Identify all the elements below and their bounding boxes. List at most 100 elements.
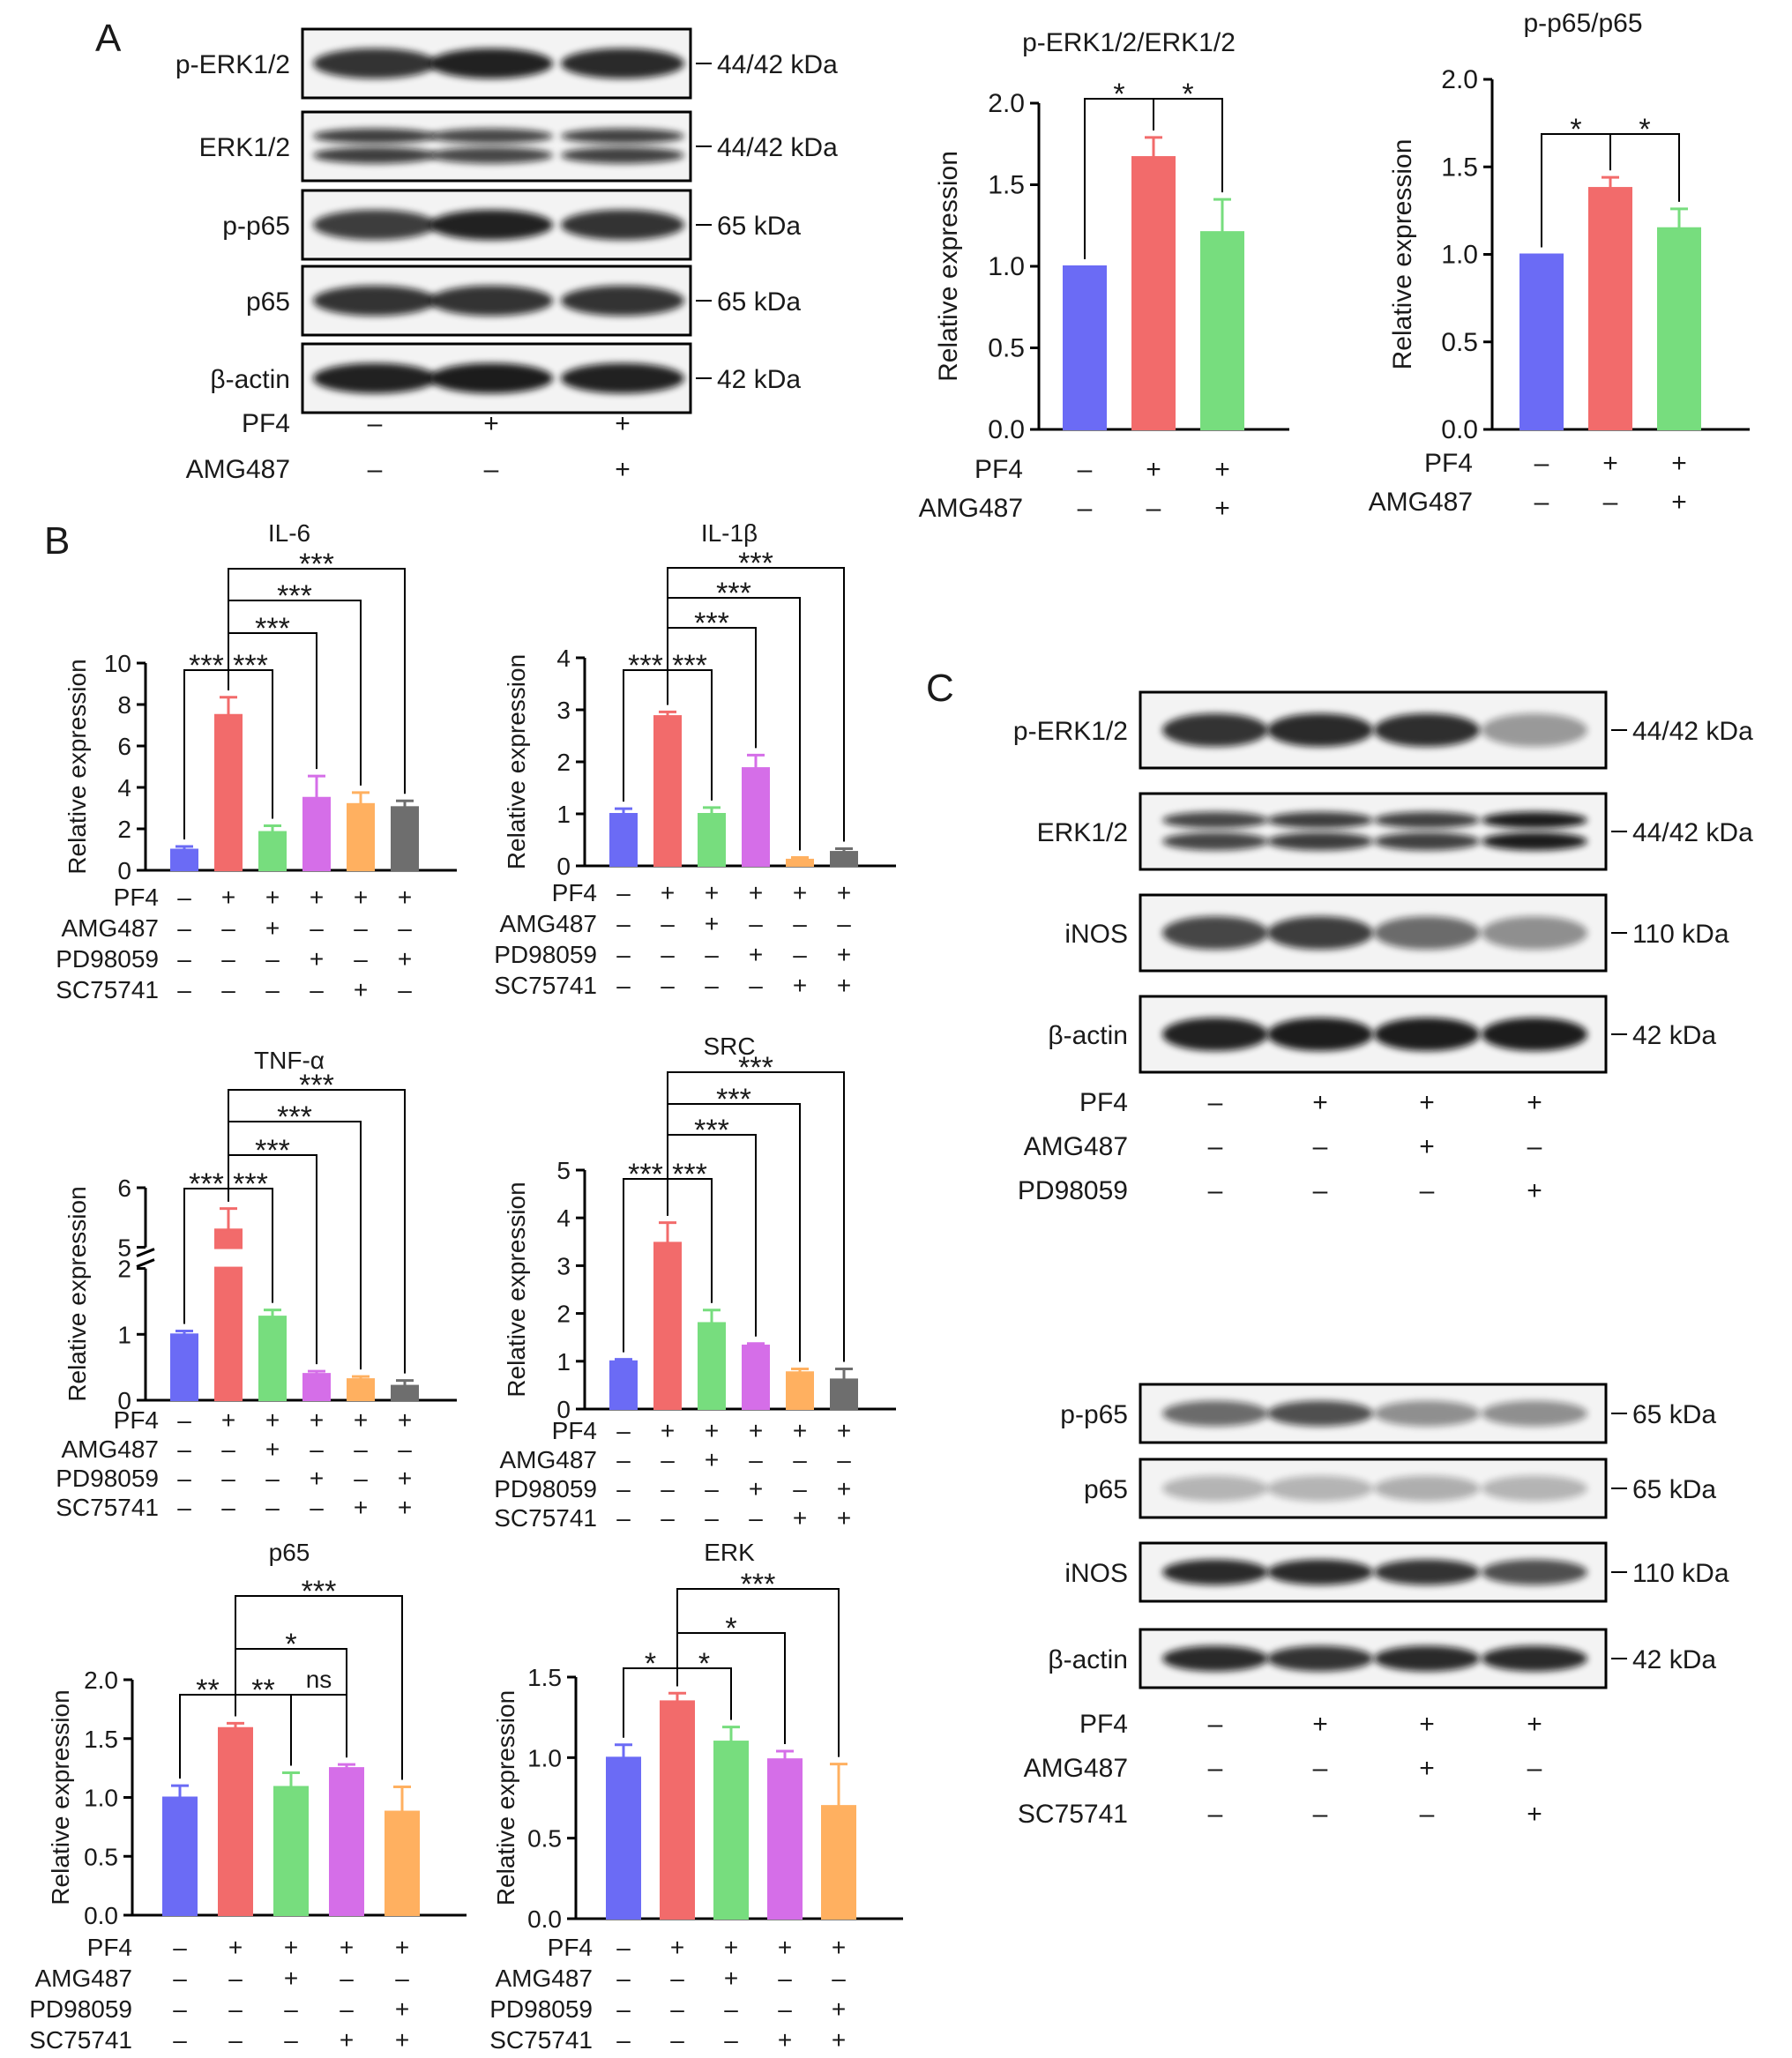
- condition-label: PF4: [552, 1417, 597, 1444]
- significance-label: *: [698, 1647, 710, 1681]
- condition-mark: –: [368, 409, 383, 438]
- condition-mark: –: [616, 1995, 631, 2023]
- condition-mark: +: [1312, 1710, 1328, 1739]
- condition-mark: +: [749, 1475, 763, 1502]
- bar: [821, 1805, 856, 1920]
- significance-label: ***: [299, 1069, 334, 1102]
- blot-band: [561, 285, 684, 317]
- blot-band: [561, 362, 684, 394]
- significance-bracket: [1609, 133, 1680, 202]
- condition-mark: –: [177, 884, 191, 911]
- bar: [170, 1333, 198, 1402]
- condition-mark: –: [661, 941, 675, 968]
- condition-mark: –: [616, 1934, 631, 1961]
- condition-mark: +: [395, 1934, 409, 1961]
- condition-label: AMG487: [186, 455, 290, 484]
- condition-mark: +: [340, 2026, 354, 2054]
- condition-mark: –: [616, 972, 631, 999]
- condition-mark: –: [177, 1494, 191, 1521]
- condition-mark: +: [1419, 1132, 1435, 1161]
- y-axis-label: Relative expression: [47, 1689, 74, 1905]
- condition-mark: +: [398, 945, 412, 973]
- condition-mark: +: [1146, 455, 1161, 484]
- bar: [347, 802, 375, 871]
- significance-label: ***: [277, 579, 312, 613]
- condition-mark: +: [398, 1406, 412, 1434]
- condition-mark: –: [724, 1995, 738, 2023]
- condition-mark: –: [354, 1465, 368, 1492]
- y-tick-label: 0.0: [527, 1905, 562, 1933]
- condition-label: PF4: [242, 409, 290, 438]
- condition-mark: +: [1527, 1800, 1542, 1829]
- blot-row-label: p-p65: [1060, 1400, 1128, 1429]
- bar: [698, 813, 726, 867]
- condition-mark: +: [1671, 488, 1687, 517]
- condition-mark: +: [778, 1934, 792, 1961]
- panel-letter-c: C: [926, 667, 954, 710]
- condition-mark: +: [837, 879, 851, 906]
- significance-bracket: [228, 568, 406, 794]
- significance-bracket: [1153, 98, 1223, 193]
- blot-band: [313, 146, 437, 164]
- blot-band: [1162, 916, 1268, 950]
- condition-mark: +: [705, 1446, 719, 1473]
- blot-band: [313, 285, 437, 317]
- condition-label: PF4: [974, 455, 1023, 484]
- y-tick-label: 5: [556, 1157, 571, 1184]
- condition-mark: –: [1527, 1754, 1542, 1783]
- bar: [786, 858, 814, 867]
- significance-label: ***: [299, 548, 334, 581]
- blot-band: [429, 146, 553, 164]
- bar: [609, 813, 638, 867]
- y-tick-label: 4: [556, 645, 571, 672]
- chart-title: p-p65/p65: [1523, 9, 1642, 38]
- condition-mark: +: [1527, 1088, 1542, 1117]
- y-tick-label: 4: [117, 774, 131, 802]
- significance-label: ns: [306, 1666, 332, 1693]
- blot-band: [1374, 1018, 1480, 1051]
- y-tick-label: 1: [556, 1348, 571, 1376]
- bar: [162, 1796, 198, 1916]
- condition-mark: +: [265, 1435, 280, 1463]
- bar: [742, 1344, 770, 1410]
- bar: [170, 848, 198, 871]
- blot-band: [1374, 713, 1480, 747]
- condition-mark: +: [1419, 1088, 1435, 1117]
- condition-mark: –: [837, 910, 851, 937]
- blot-band: [561, 146, 684, 164]
- condition-label: AMG487: [1369, 488, 1473, 517]
- y-axis-label: Relative expression: [492, 1690, 519, 1905]
- condition-mark: –: [177, 1465, 191, 1492]
- condition-label: SC75741: [56, 976, 159, 1003]
- condition-label: AMG487: [500, 910, 598, 937]
- blot-size-label: 44/42 kDa: [1632, 818, 1753, 847]
- bar: [742, 767, 770, 868]
- condition-mark: –: [661, 972, 675, 999]
- condition-mark: –: [749, 1504, 763, 1532]
- condition-mark: –: [265, 945, 280, 973]
- significance-label: ***: [255, 1134, 290, 1167]
- blot-band: [313, 362, 437, 394]
- y-tick-label: 0.0: [988, 415, 1025, 444]
- significance-label: ***: [672, 1158, 707, 1191]
- condition-mark: –: [284, 2026, 298, 2054]
- significance-label: ***: [233, 649, 268, 682]
- blot-band: [313, 128, 437, 144]
- bar: [347, 1378, 375, 1401]
- condition-mark: –: [484, 455, 499, 484]
- condition-mark: –: [395, 1965, 409, 1992]
- blot-band: [1267, 1645, 1373, 1672]
- condition-mark: –: [1208, 1800, 1223, 1829]
- significance-label: ***: [741, 1568, 776, 1601]
- condition-mark: +: [1602, 449, 1618, 478]
- condition-mark: –: [661, 1504, 675, 1532]
- condition-mark: –: [221, 1465, 235, 1492]
- significance-label: ***: [277, 1100, 312, 1134]
- significance-label: ***: [738, 547, 773, 580]
- y-tick-label: 2: [117, 1256, 131, 1283]
- y-tick-label: 0.5: [527, 1825, 562, 1853]
- blot-size-label: 42 kDa: [717, 365, 801, 394]
- condition-mark: +: [1214, 494, 1230, 523]
